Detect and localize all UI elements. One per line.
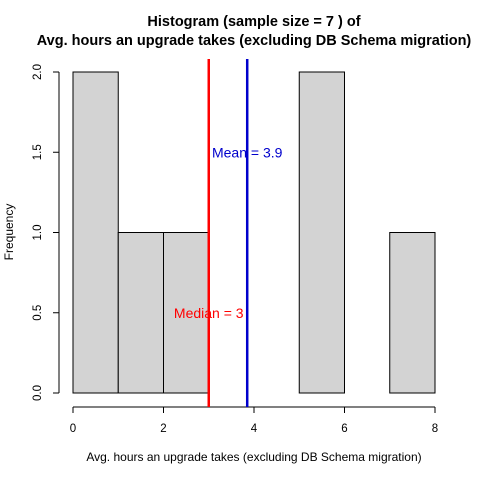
- x-axis: 0 2 4 6 8: [70, 406, 438, 435]
- y-tick-label: 0.0: [32, 385, 44, 401]
- x-tick-label: 8: [432, 423, 438, 435]
- x-tick-label: 6: [341, 423, 347, 435]
- x-tick-label: 0: [70, 423, 76, 435]
- chart-title-line1: Histogram (sample size = 7 ) of: [147, 14, 360, 30]
- median-label: Median = 3: [174, 305, 244, 321]
- x-tick-label: 4: [251, 423, 258, 435]
- y-axis: 0.0 0.5 1.0 1.5 2.0: [32, 64, 60, 401]
- y-tick-label: 0.5: [32, 305, 44, 321]
- y-axis-label: Frequency: [2, 204, 16, 261]
- mean-label: Mean = 3.9: [212, 144, 283, 160]
- x-tick-label: 2: [160, 423, 166, 435]
- y-tick-label: 1.5: [32, 144, 44, 160]
- y-tick-label: 2.0: [32, 64, 44, 80]
- histogram-bars: [72, 71, 436, 394]
- histogram-bar-5: [298, 71, 345, 394]
- x-axis-label: Avg. hours an upgrade takes (excluding D…: [86, 450, 421, 464]
- histogram-bar-2: [163, 232, 210, 394]
- histogram-bar-0: [72, 71, 119, 394]
- chart-title-line2: Avg. hours an upgrade takes (excluding D…: [37, 33, 472, 49]
- y-tick-label: 1.0: [32, 225, 44, 241]
- histogram-bar-1: [117, 232, 164, 394]
- histogram-bar-7: [389, 232, 436, 394]
